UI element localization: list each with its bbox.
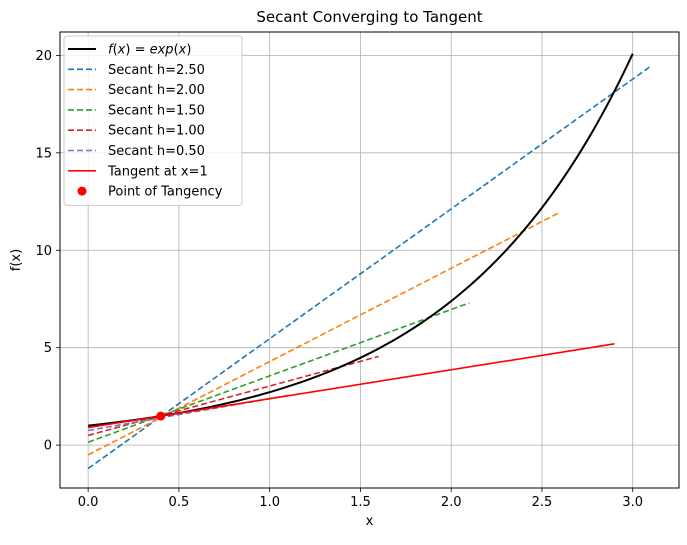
legend-box <box>63 35 243 206</box>
x-tick-label: 2.0 <box>441 495 462 510</box>
x-axis-ticks: 0.0 0.5 1.0 1.5 2.0 2.5 3.0 <box>78 488 643 510</box>
series-line <box>87 65 652 470</box>
legend-items: f(x) = exp(x) Secant h=2.50 Secant h=2.00 S… <box>68 43 223 200</box>
legend: f(x) = exp(x) Secant h=2.50 Secant h=2.00 S… <box>63 35 243 206</box>
x-tick-label: 1.0 <box>259 495 280 510</box>
y-tick-label: 10 <box>35 244 52 259</box>
point-layer <box>156 411 166 421</box>
y-tick-label: 0 <box>44 439 52 454</box>
series-layer <box>87 53 652 470</box>
y-axis-ticks: 0 5 10 15 20 <box>35 49 60 454</box>
series-line <box>88 342 615 429</box>
y-tick-label: 15 <box>35 146 52 161</box>
legend-label: Secant h=2.00 <box>108 83 205 98</box>
y-axis-title: f(x) <box>9 249 24 271</box>
legend-label: Secant h=1.00 <box>108 124 205 139</box>
y-tick-label: 20 <box>35 49 52 64</box>
x-tick-label: 2.5 <box>532 495 553 510</box>
x-tick-label: 1.5 <box>350 495 371 510</box>
legend-label: Secant h=0.50 <box>108 144 205 159</box>
legend-label: Secant h=2.50 <box>108 63 205 78</box>
x-tick-label: 3.0 <box>622 495 643 510</box>
legend-label: Point of Tangency <box>108 185 223 200</box>
tangency-point <box>156 411 166 421</box>
series-line <box>88 394 288 432</box>
legend-label: Tangent at x=1 <box>107 164 208 179</box>
plot-frame <box>59 31 680 489</box>
x-axis-title: x <box>366 514 374 529</box>
legend-label-curve: f(x) = exp(x) <box>108 43 191 58</box>
y-tick-label: 5 <box>44 341 52 356</box>
legend-swatch-point <box>77 186 87 196</box>
x-tick-label: 0.0 <box>78 495 99 510</box>
legend-label: Secant h=1.50 <box>108 103 205 118</box>
series-line <box>87 211 561 456</box>
chart-title: Secant Converging to Tangent <box>256 8 482 26</box>
x-tick-label: 0.5 <box>169 495 190 510</box>
grid <box>60 32 679 488</box>
